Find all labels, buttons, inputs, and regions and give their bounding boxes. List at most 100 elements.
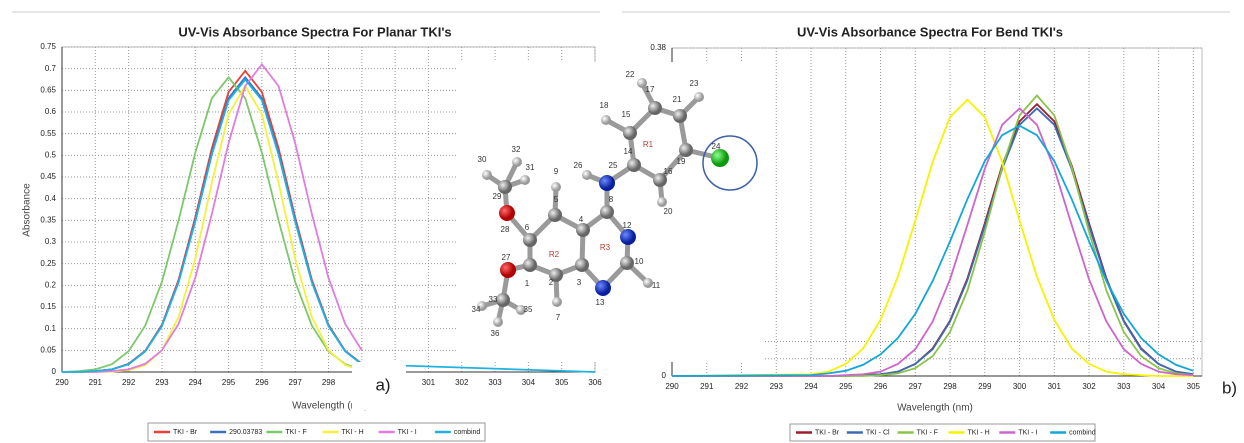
atom-label: 16 <box>664 167 673 176</box>
ring-label: R2 <box>549 250 560 259</box>
atom <box>620 256 634 270</box>
y-tick-label: 0.5 <box>45 150 57 159</box>
atom <box>620 229 636 245</box>
legend-label: TKI - H <box>342 429 364 436</box>
legend-label: TKI - F <box>917 429 938 436</box>
y-tick-label: 0.38 <box>650 43 666 52</box>
atom-label: 1 <box>525 279 530 288</box>
x-tick-label: 299 <box>978 382 992 391</box>
atom <box>648 101 662 115</box>
x-tick-label: 301 <box>1048 382 1062 391</box>
y-axis-label: Absorbance <box>22 183 33 237</box>
atom-label: 14 <box>624 147 633 156</box>
atom <box>551 182 561 192</box>
atom-label: 33 <box>489 295 498 304</box>
x-tick-label: 292 <box>122 378 136 387</box>
y-tick-label: 0.75 <box>40 42 56 51</box>
legend-label: combind <box>454 429 481 436</box>
atom <box>523 233 537 247</box>
chart-title: UV-Vis Absorbance Spectra For Planar TKI… <box>178 24 451 39</box>
atom-label: 36 <box>491 329 500 338</box>
y-tick-label: 0.2 <box>45 280 57 289</box>
legend-label: TKI - Br <box>815 429 840 436</box>
panel-label: a) <box>375 375 390 394</box>
x-tick-label: 306 <box>588 378 602 387</box>
atom-label: 9 <box>554 167 559 176</box>
atom-label: 31 <box>526 163 535 172</box>
atom-label: 29 <box>493 192 502 201</box>
page: {"chart_data": [ {"type": "line", "title… <box>0 0 1244 443</box>
atom-label: 35 <box>524 305 533 314</box>
x-tick-label: 298 <box>943 382 957 391</box>
ring-label: R3 <box>600 243 611 252</box>
atom <box>595 280 611 296</box>
atom <box>520 175 530 185</box>
atom <box>582 170 592 180</box>
x-tick-label: 298 <box>322 378 336 387</box>
x-tick-label: 295 <box>839 382 853 391</box>
legend-label: TKI - I <box>1018 429 1037 436</box>
x-tick-label: 300 <box>1013 382 1027 391</box>
atom-label: 7 <box>556 313 561 322</box>
x-tick-label: 304 <box>522 378 536 387</box>
atom <box>600 205 614 219</box>
atom <box>599 175 615 191</box>
atom <box>673 109 687 123</box>
atom-label: 34 <box>472 305 481 314</box>
atom-label: 32 <box>512 145 521 154</box>
y-tick-label: 0.55 <box>40 129 56 138</box>
legend-label: 290.03783 <box>229 429 262 436</box>
atom <box>482 170 492 180</box>
y-tick-label: 0.1 <box>45 324 57 333</box>
y-tick-label: 0.65 <box>40 85 56 94</box>
x-tick-label: 291 <box>700 382 714 391</box>
legend-label: TKI - H <box>968 429 990 436</box>
x-tick-label: 292 <box>735 382 749 391</box>
atom <box>493 317 503 327</box>
x-tick-label: 305 <box>555 378 569 387</box>
x-tick-label: 302 <box>1082 382 1096 391</box>
x-tick-label: 305 <box>1187 382 1201 391</box>
atom-label: 28 <box>501 225 510 234</box>
x-tick-label: 294 <box>189 378 203 387</box>
atom <box>711 149 729 167</box>
atom-label: 15 <box>622 110 631 119</box>
atom <box>523 258 537 272</box>
atom <box>576 223 590 237</box>
panel-label: b) <box>1222 378 1237 397</box>
atom <box>694 92 704 102</box>
legend-box <box>148 423 485 441</box>
atom <box>627 158 641 172</box>
y-tick-label: 0.25 <box>40 259 56 268</box>
x-tick-label: 304 <box>1152 382 1166 391</box>
atom-label: 8 <box>609 195 614 204</box>
legend-label: TKI - F <box>285 429 306 436</box>
atom <box>500 262 516 278</box>
x-tick-label: 291 <box>89 378 103 387</box>
atom <box>575 258 589 272</box>
atom-label: 5 <box>554 195 559 204</box>
atom-label: 20 <box>664 207 673 216</box>
y-tick-label: 0.05 <box>40 345 56 354</box>
x-tick-label: 303 <box>1117 382 1131 391</box>
x-tick-label: 296 <box>255 378 269 387</box>
atom <box>548 208 562 222</box>
atom <box>657 197 667 207</box>
legend-label: TKI - Cl <box>866 429 890 436</box>
atom-label: 26 <box>574 161 583 170</box>
y-tick-label: 0.3 <box>45 237 57 246</box>
y-tick-label: 0 <box>52 367 57 376</box>
x-tick-label: 297 <box>909 382 923 391</box>
x-tick-label: 301 <box>422 378 436 387</box>
atom <box>623 126 637 140</box>
atom-label: 23 <box>690 79 699 88</box>
legend-label: TKI - Br <box>173 429 198 436</box>
x-tick-label: 290 <box>665 382 679 391</box>
atom <box>552 297 562 307</box>
atom-label: 4 <box>579 215 584 224</box>
x-tick-label: 297 <box>289 378 303 387</box>
atom <box>679 143 693 157</box>
x-tick-label: 302 <box>455 378 469 387</box>
atom <box>601 115 611 125</box>
x-tick-label: 296 <box>874 382 888 391</box>
